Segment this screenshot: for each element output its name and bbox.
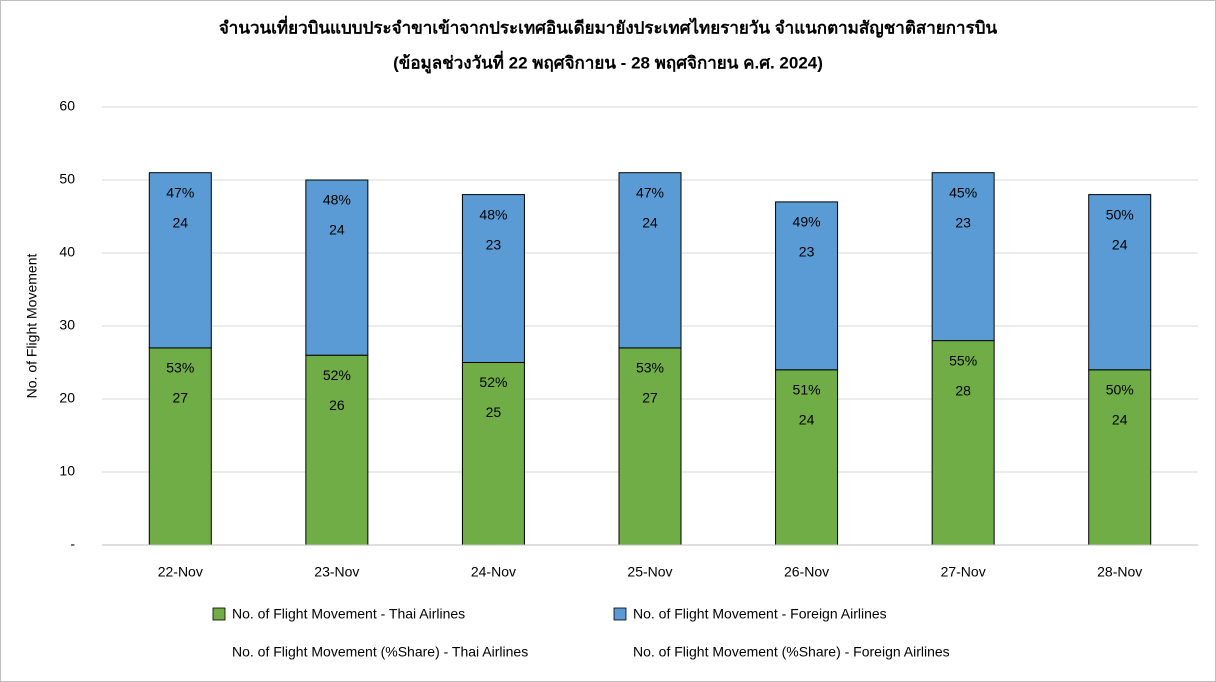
value-label: 27 <box>172 390 188 406</box>
share-label: 50% <box>1106 382 1134 398</box>
x-tick-label: 28-Nov <box>1097 564 1142 580</box>
share-label: 47% <box>636 184 664 200</box>
chart-subtitle: (ข้อมูลช่วงวันที่ 22 พฤศจิกายน - 28 พฤศจ… <box>393 50 823 74</box>
share-label: 53% <box>636 360 664 376</box>
x-tick-label: 26-Nov <box>784 564 829 580</box>
value-label: 28 <box>955 382 971 398</box>
share-label: 50% <box>1106 206 1134 222</box>
bar <box>148 347 212 546</box>
share-label: 53% <box>166 360 194 376</box>
x-tick-label: 27-Nov <box>941 564 986 580</box>
y-tick-label: 30 <box>59 317 75 333</box>
bar <box>775 201 839 371</box>
value-label: 24 <box>1112 236 1128 252</box>
x-tick-label: 22-Nov <box>158 564 203 580</box>
value-label: 23 <box>799 244 815 260</box>
legend-label: No. of Flight Movement - Foreign Airline… <box>633 606 887 622</box>
bar <box>618 347 682 546</box>
y-tick-label: 50 <box>59 171 75 187</box>
value-label: 24 <box>329 222 345 238</box>
value-label: 26 <box>329 397 345 413</box>
share-label: 45% <box>949 184 977 200</box>
x-tick-label: 23-Nov <box>314 564 359 580</box>
bar <box>305 354 369 546</box>
bar <box>618 172 682 349</box>
y-tick-label: 10 <box>59 463 75 479</box>
share-label: 49% <box>793 214 821 230</box>
bar <box>1088 369 1152 546</box>
share-label: 55% <box>949 352 977 368</box>
y-axis-label: No. of Flight Movement <box>24 254 40 399</box>
bar <box>148 172 212 349</box>
value-label: 23 <box>955 214 971 230</box>
legend-label: No. of Flight Movement - Thai Airlines <box>232 606 465 622</box>
value-label: 24 <box>172 214 188 230</box>
y-tick-label: 20 <box>59 390 75 406</box>
legend-swatch <box>212 607 226 621</box>
y-tick-label: - <box>70 536 75 552</box>
x-tick-label: 24-Nov <box>471 564 516 580</box>
x-tick-label: 25-Nov <box>627 564 672 580</box>
share-label: 51% <box>793 382 821 398</box>
bar <box>931 340 995 546</box>
legend-swatch <box>613 607 627 621</box>
value-label: 27 <box>642 390 658 406</box>
share-label: 48% <box>323 192 351 208</box>
bar <box>1088 194 1152 371</box>
value-label: 24 <box>1112 412 1128 428</box>
value-label: 25 <box>486 404 502 420</box>
value-label: 24 <box>642 214 658 230</box>
share-label: 48% <box>479 206 507 222</box>
y-tick-label: 60 <box>59 98 75 114</box>
value-label: 24 <box>799 412 815 428</box>
share-label: 52% <box>479 374 507 390</box>
legend-label: No. of Flight Movement (%Share) - Foreig… <box>633 644 950 660</box>
y-tick-label: 40 <box>59 244 75 260</box>
share-label: 47% <box>166 184 194 200</box>
legend-label: No. of Flight Movement (%Share) - Thai A… <box>232 644 528 660</box>
bar <box>775 369 839 546</box>
bar <box>461 194 525 363</box>
share-label: 52% <box>323 367 351 383</box>
bar <box>461 362 525 546</box>
chart-title: จำนวนเที่ยวบินแบบประจำขาเข้าจากประเทศอิน… <box>219 15 998 38</box>
value-label: 23 <box>486 236 502 252</box>
bar <box>305 179 369 356</box>
bar <box>931 172 995 342</box>
